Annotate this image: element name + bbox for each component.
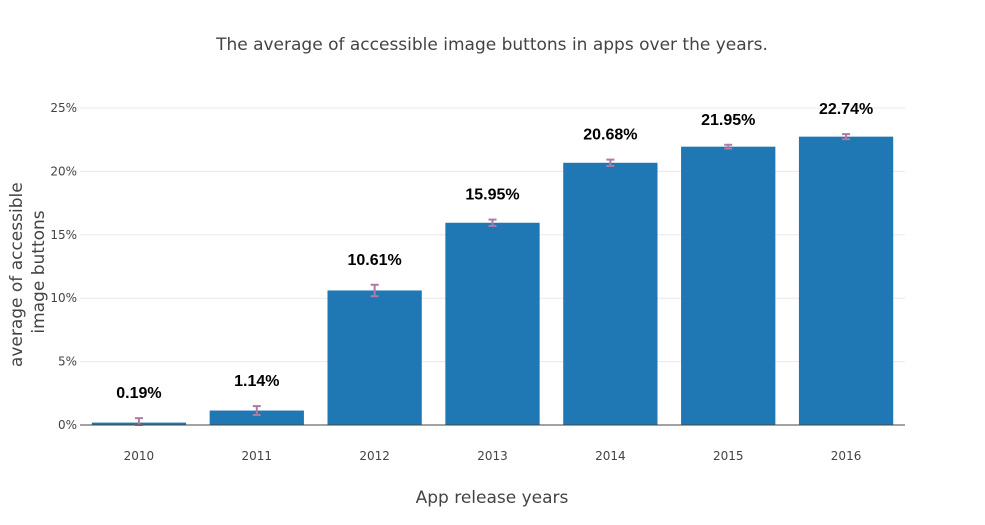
data-label: 15.95% (465, 187, 519, 204)
bars (91, 136, 894, 426)
y-tick-label: 20% (50, 164, 77, 178)
error-bar (252, 405, 261, 416)
bar (445, 222, 540, 425)
error-bars (134, 133, 851, 426)
x-tick-label: 2013 (477, 449, 508, 463)
data-label: 1.14% (234, 373, 279, 390)
x-axis-title: App release years (416, 488, 569, 508)
y-tick-label: 15% (50, 228, 77, 242)
bar (681, 146, 776, 425)
x-tick-label: 2016 (831, 449, 862, 463)
x-axis-ticks: 2010 2011 2012 2013 2014 2015 2016 (124, 449, 862, 463)
bar (327, 290, 422, 425)
bar (798, 136, 894, 425)
error-bar (488, 218, 497, 227)
y-axis-title: average of accessible image buttons (7, 177, 49, 367)
y-tick-label: 25% (50, 101, 77, 115)
data-labels: 0.19% 1.14% 10.61% 15.95% 20.68% 21.95% 22.74% (116, 101, 873, 402)
data-label: 10.61% (348, 252, 402, 269)
data-label: 0.19% (116, 385, 161, 402)
x-tick-label: 2014 (595, 449, 626, 463)
x-tick-label: 2010 (124, 449, 155, 463)
data-label: 20.68% (583, 127, 637, 144)
error-bar (370, 283, 379, 298)
y-axis-title-line-2: image buttons (29, 210, 49, 333)
x-tick-label: 2012 (359, 449, 390, 463)
error-bar (606, 158, 615, 167)
y-tick-label: 0% (58, 418, 77, 432)
x-tick-label: 2011 (242, 449, 273, 463)
bar (563, 162, 658, 426)
y-axis-title-line-1: average of accessible (7, 182, 27, 367)
chart-title: The average of accessible image buttons … (215, 35, 768, 55)
data-label: 22.74% (819, 101, 873, 118)
error-bar (724, 143, 733, 150)
data-label: 21.95% (701, 112, 755, 129)
error-bar (842, 133, 851, 141)
bar (209, 410, 304, 425)
x-tick-label: 2015 (713, 449, 744, 463)
y-axis-ticks: 0% 5% 10% 15% 20% 25% (50, 101, 77, 432)
y-tick-label: 10% (50, 291, 77, 305)
y-tick-label: 5% (58, 355, 77, 369)
